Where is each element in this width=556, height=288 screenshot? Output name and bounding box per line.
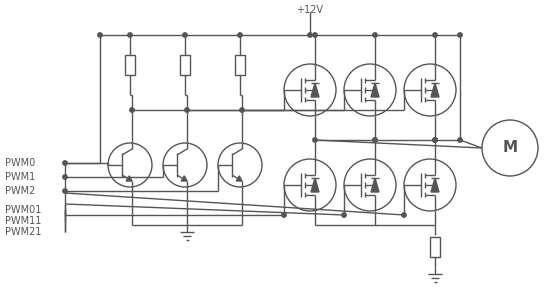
Circle shape [98, 33, 102, 37]
Text: +12V: +12V [296, 5, 324, 15]
Circle shape [342, 213, 346, 217]
Circle shape [433, 33, 437, 37]
Circle shape [458, 33, 462, 37]
Circle shape [433, 138, 437, 142]
Text: PWM01: PWM01 [5, 205, 41, 215]
Circle shape [128, 33, 132, 37]
Bar [180, 55, 190, 75]
Circle shape [313, 138, 317, 142]
Bar [430, 237, 440, 257]
Circle shape [373, 138, 377, 142]
Text: M: M [503, 141, 518, 156]
Polygon shape [236, 176, 242, 181]
Polygon shape [371, 178, 379, 192]
Circle shape [238, 33, 242, 37]
Text: PWM1: PWM1 [5, 172, 35, 182]
Text: PWM11: PWM11 [5, 216, 41, 226]
Text: PWM2: PWM2 [5, 186, 36, 196]
Polygon shape [181, 176, 187, 181]
Polygon shape [311, 83, 319, 97]
Circle shape [402, 213, 406, 217]
Text: PWM21: PWM21 [5, 227, 42, 237]
Circle shape [373, 33, 377, 37]
Circle shape [433, 138, 437, 142]
Circle shape [458, 138, 462, 142]
Bar [235, 55, 245, 75]
Bar [125, 55, 135, 75]
Polygon shape [311, 178, 319, 192]
Polygon shape [431, 178, 439, 192]
Text: PWM0: PWM0 [5, 158, 35, 168]
Circle shape [183, 33, 187, 37]
Circle shape [308, 33, 312, 37]
Circle shape [63, 189, 67, 193]
Polygon shape [431, 83, 439, 97]
Circle shape [130, 108, 134, 112]
Circle shape [282, 213, 286, 217]
Polygon shape [126, 176, 132, 181]
Circle shape [63, 161, 67, 165]
Circle shape [185, 108, 189, 112]
Polygon shape [371, 83, 379, 97]
Circle shape [373, 138, 377, 142]
Circle shape [63, 175, 67, 179]
Circle shape [240, 108, 244, 112]
Circle shape [313, 33, 317, 37]
